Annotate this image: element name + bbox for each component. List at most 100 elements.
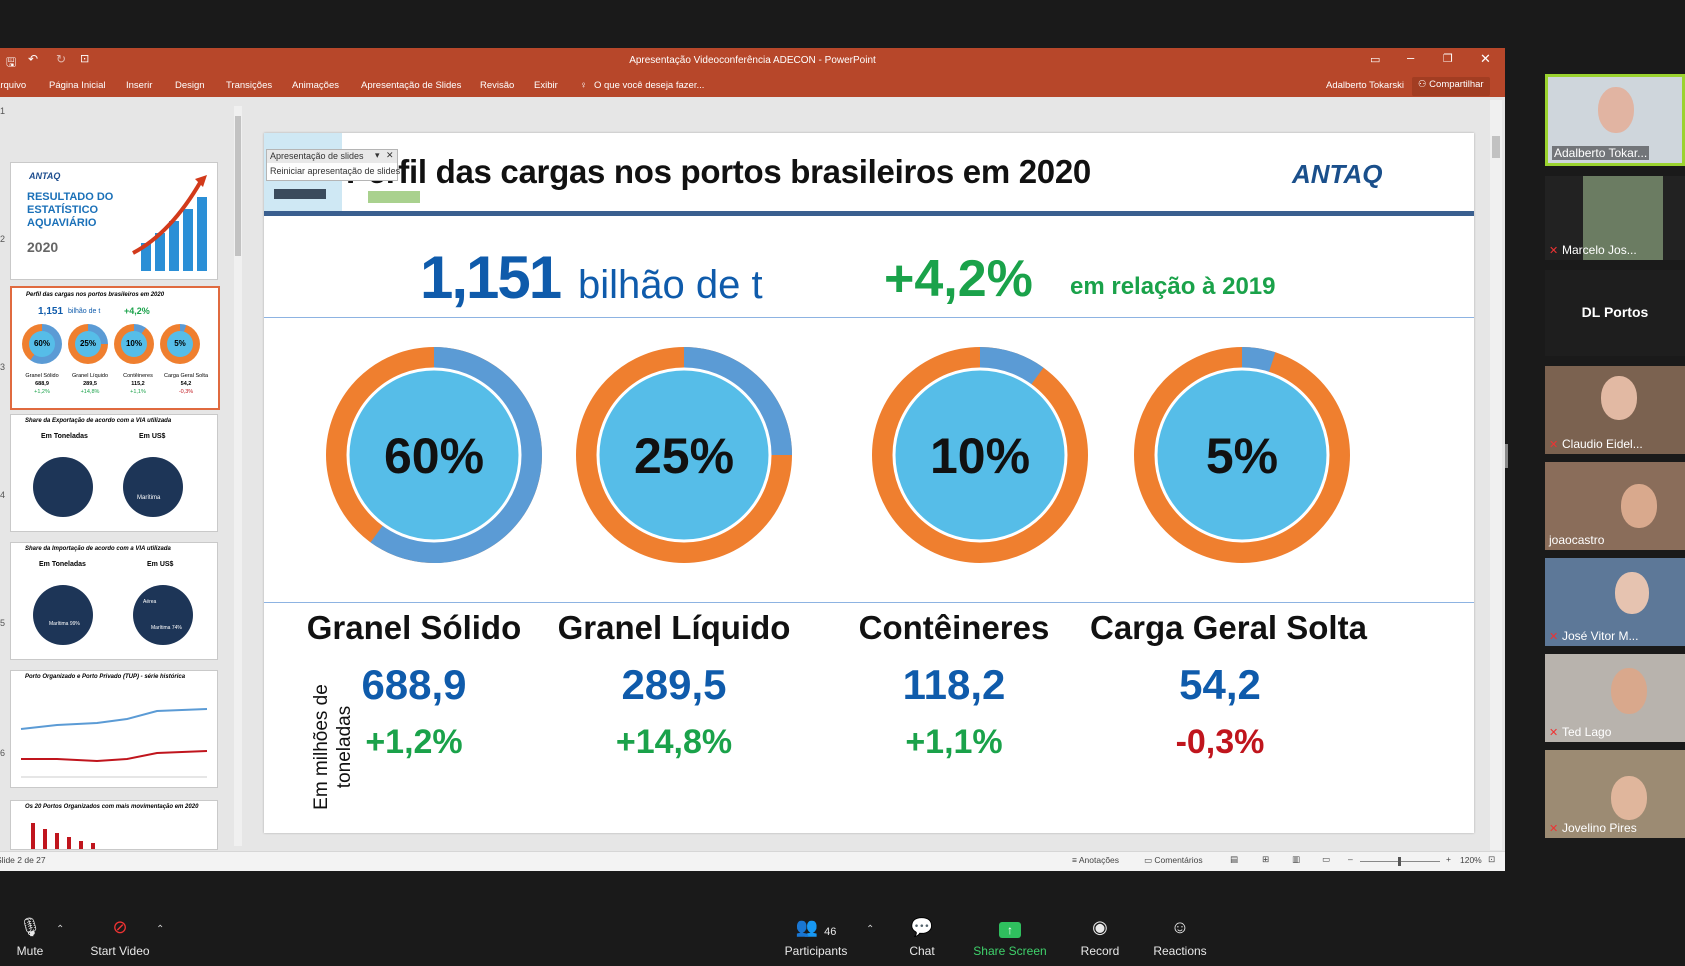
mini-donut-label: 5%	[167, 331, 193, 357]
donut-segment-share	[370, 347, 542, 563]
restart-slideshow-item[interactable]: Reiniciar apresentação de slides	[270, 166, 401, 176]
tell-me-box[interactable]: O que você deseja fazer...	[594, 80, 705, 91]
ribbon-display-icon[interactable]: ▭	[1370, 54, 1381, 66]
mini-donut-label: 25%	[75, 331, 101, 357]
tab-inserir[interactable]: Inserir	[126, 80, 153, 91]
slide-thumbnail-3[interactable]: Share da Exportação de acordo com a VIA …	[10, 414, 218, 532]
participant-tile[interactable]: ✕ Claudio Eidel...	[1545, 366, 1685, 454]
bar-chart-image	[31, 823, 95, 849]
participant-tile[interactable]: DL Portos	[1545, 270, 1685, 356]
category-value: 289,5	[621, 661, 727, 708]
slideshow-start-icon[interactable]: ⊡	[80, 53, 90, 65]
participant-tile[interactable]: ✕ Ted Lago	[1545, 654, 1685, 742]
category-name: Contêineres	[858, 609, 1050, 646]
avatar	[1611, 668, 1647, 714]
slide-thumbnail-1[interactable]: ANTAQ RESULTADO DO ESTATÍSTICO AQUAVIÁRI…	[10, 162, 218, 280]
redo-icon[interactable]: ↻	[56, 52, 67, 66]
tab-pagina-inicial[interactable]: Página Inicial	[49, 80, 106, 91]
slide-canvas[interactable]: Perfil das cargas nos portos brasileiros…	[264, 133, 1474, 833]
tab-animacoes[interactable]: Animações	[292, 80, 339, 91]
normal-view-icon[interactable]: ▤	[1230, 854, 1239, 864]
tab-apresentacao[interactable]: Apresentação de Slides	[361, 80, 462, 91]
pie-label: Aérea	[143, 599, 157, 605]
chevron-up-icon[interactable]: ⌃	[156, 924, 165, 935]
fit-slide-icon[interactable]: ⊡	[1488, 854, 1496, 864]
notes-button[interactable]: ≡ Anotações	[1072, 855, 1120, 865]
close-icon[interactable]: ✕	[1480, 51, 1491, 66]
tab-revisao[interactable]: Revisão	[480, 80, 515, 91]
zoom-in-icon[interactable]: +	[1446, 854, 1451, 864]
zoom-out-icon[interactable]: –	[1348, 854, 1353, 864]
category-growth: -0,3%	[1175, 723, 1265, 761]
participant-name: ✕ Claudio Eidel...	[1549, 437, 1643, 451]
scrollbar-thumb[interactable]	[235, 116, 241, 256]
slideshow-popup[interactable]: Apresentação de slides ▾ ✕ Reiniciar apr…	[266, 149, 401, 181]
tab-design[interactable]: Design	[175, 80, 205, 91]
mini-category: Granel Sólido 688,9 +1,2%	[18, 372, 66, 396]
chevron-up-icon[interactable]: ⌃	[866, 924, 875, 935]
participant-tile[interactable]: ✕ Marcelo Jos...	[1545, 176, 1685, 260]
category-value: 688,9	[361, 661, 467, 708]
restore-icon[interactable]: ❐	[1443, 53, 1453, 65]
participant-tile[interactable]: Adalberto Tokar...	[1545, 74, 1685, 166]
mini-category: Granel Líquido 289,5 +14,8%	[66, 372, 114, 396]
participant-tile[interactable]: ✕ José Vitor M...	[1545, 558, 1685, 646]
slide-thumbnail-5[interactable]: Porto Organizado e Porto Privado (TUP) -…	[10, 670, 218, 788]
slide-thumbnail-4[interactable]: Share da Importação de acordo com a VIA …	[10, 542, 218, 660]
thumb-year: 2020	[27, 239, 59, 255]
user-name[interactable]: Adalberto Tokarski	[1326, 80, 1404, 91]
reactions-button[interactable]: ☺ Reactions	[1148, 910, 1212, 958]
thumb-title: Os 20 Portos Organizados com mais movime…	[25, 804, 199, 810]
mute-button[interactable]: 🎙 Mute	[10, 910, 50, 958]
powerpoint-window: 🖫 ↶ ↻ ⊡ Apresentação Videoconferência AD…	[0, 48, 1505, 871]
thumb-growth: +4,2%	[124, 306, 150, 316]
start-video-button[interactable]: ⊘ Start Video	[88, 910, 152, 958]
panel-resize-handle[interactable]	[1505, 444, 1508, 468]
mic-muted-icon: ✕	[1549, 439, 1559, 451]
undo-icon[interactable]: ↶	[28, 52, 39, 66]
scrollbar-thumb[interactable]	[1492, 136, 1500, 158]
zoom-level[interactable]: 120%	[1460, 855, 1482, 865]
participants-gallery: Adalberto Tokar... ✕ Marcelo Jos... DL Po…	[1545, 72, 1685, 842]
chat-button[interactable]: 💬 Chat	[902, 910, 942, 958]
video-feed	[1583, 176, 1663, 260]
record-button[interactable]: ◉ Record	[1078, 910, 1122, 958]
status-bar: Slide 2 de 27 ≡ Anotações ▭ Comentários …	[0, 851, 1505, 871]
mini-donut: 25%	[68, 324, 108, 364]
save-icon[interactable]: 🖫	[6, 55, 17, 69]
donut-percent-label: 25%	[634, 428, 734, 484]
emoji-icon: ☺	[1170, 917, 1190, 937]
share-screen-button[interactable]: ↑ Share Screen	[970, 910, 1050, 958]
slide-thumbnail-2[interactable]: Perfil das cargas nos portos brasileiros…	[10, 286, 220, 410]
close-icon[interactable]: ✕	[386, 150, 394, 160]
thumb-title: Share da Exportação de acordo com a VIA …	[25, 418, 172, 424]
reading-view-icon[interactable]: ▥	[1292, 854, 1301, 864]
slide-scrollbar[interactable]	[1490, 100, 1502, 850]
thumbnail-scrollbar[interactable]	[234, 106, 242, 846]
mini-donut: 60%	[22, 324, 62, 364]
share-button[interactable]: ⚇ Compartilhar	[1412, 77, 1490, 96]
mini-donut-label: 10%	[121, 331, 147, 357]
sorter-view-icon[interactable]: ⊞	[1262, 854, 1270, 864]
category-values: Granel Sólido 688,9 +1,2% Granel Líquido 289…	[264, 609, 1474, 831]
thumb-title: RESULTADO DO ESTATÍSTICO AQUAVIÁRIO	[27, 191, 114, 230]
line-chart-image	[20, 708, 208, 778]
tab-arquivo[interactable]: Arquivo	[0, 80, 27, 91]
tab-transicoes[interactable]: Transições	[226, 80, 273, 91]
slide-thumbnail-6[interactable]: Os 20 Portos Organizados com mais movime…	[10, 800, 218, 850]
ribbon-tabs: Arquivo Página Inicial Inserir Design Tr…	[0, 74, 1505, 97]
tab-exibir[interactable]: Exibir	[534, 80, 558, 91]
comments-button[interactable]: ▭ Comentários	[1144, 855, 1203, 865]
zoom-slider[interactable]	[1360, 857, 1440, 866]
participant-tile[interactable]: ✕ Jovelino Pires	[1545, 750, 1685, 838]
pie-chart	[133, 585, 193, 645]
participants-button[interactable]: 👥 46 Participants	[782, 910, 850, 958]
mini-category-name: Granel Sólido	[25, 373, 59, 379]
chevron-up-icon[interactable]: ⌃	[56, 924, 65, 935]
slideshow-view-icon[interactable]: ▭	[1322, 854, 1331, 864]
minimize-icon[interactable]: –	[1407, 50, 1415, 65]
dropdown-arrow-icon[interactable]: ▾	[375, 150, 380, 160]
donut-segment-share	[979, 347, 1044, 398]
participant-tile[interactable]: joaocastro	[1545, 462, 1685, 550]
zoom-slider-handle[interactable]	[1398, 857, 1401, 866]
